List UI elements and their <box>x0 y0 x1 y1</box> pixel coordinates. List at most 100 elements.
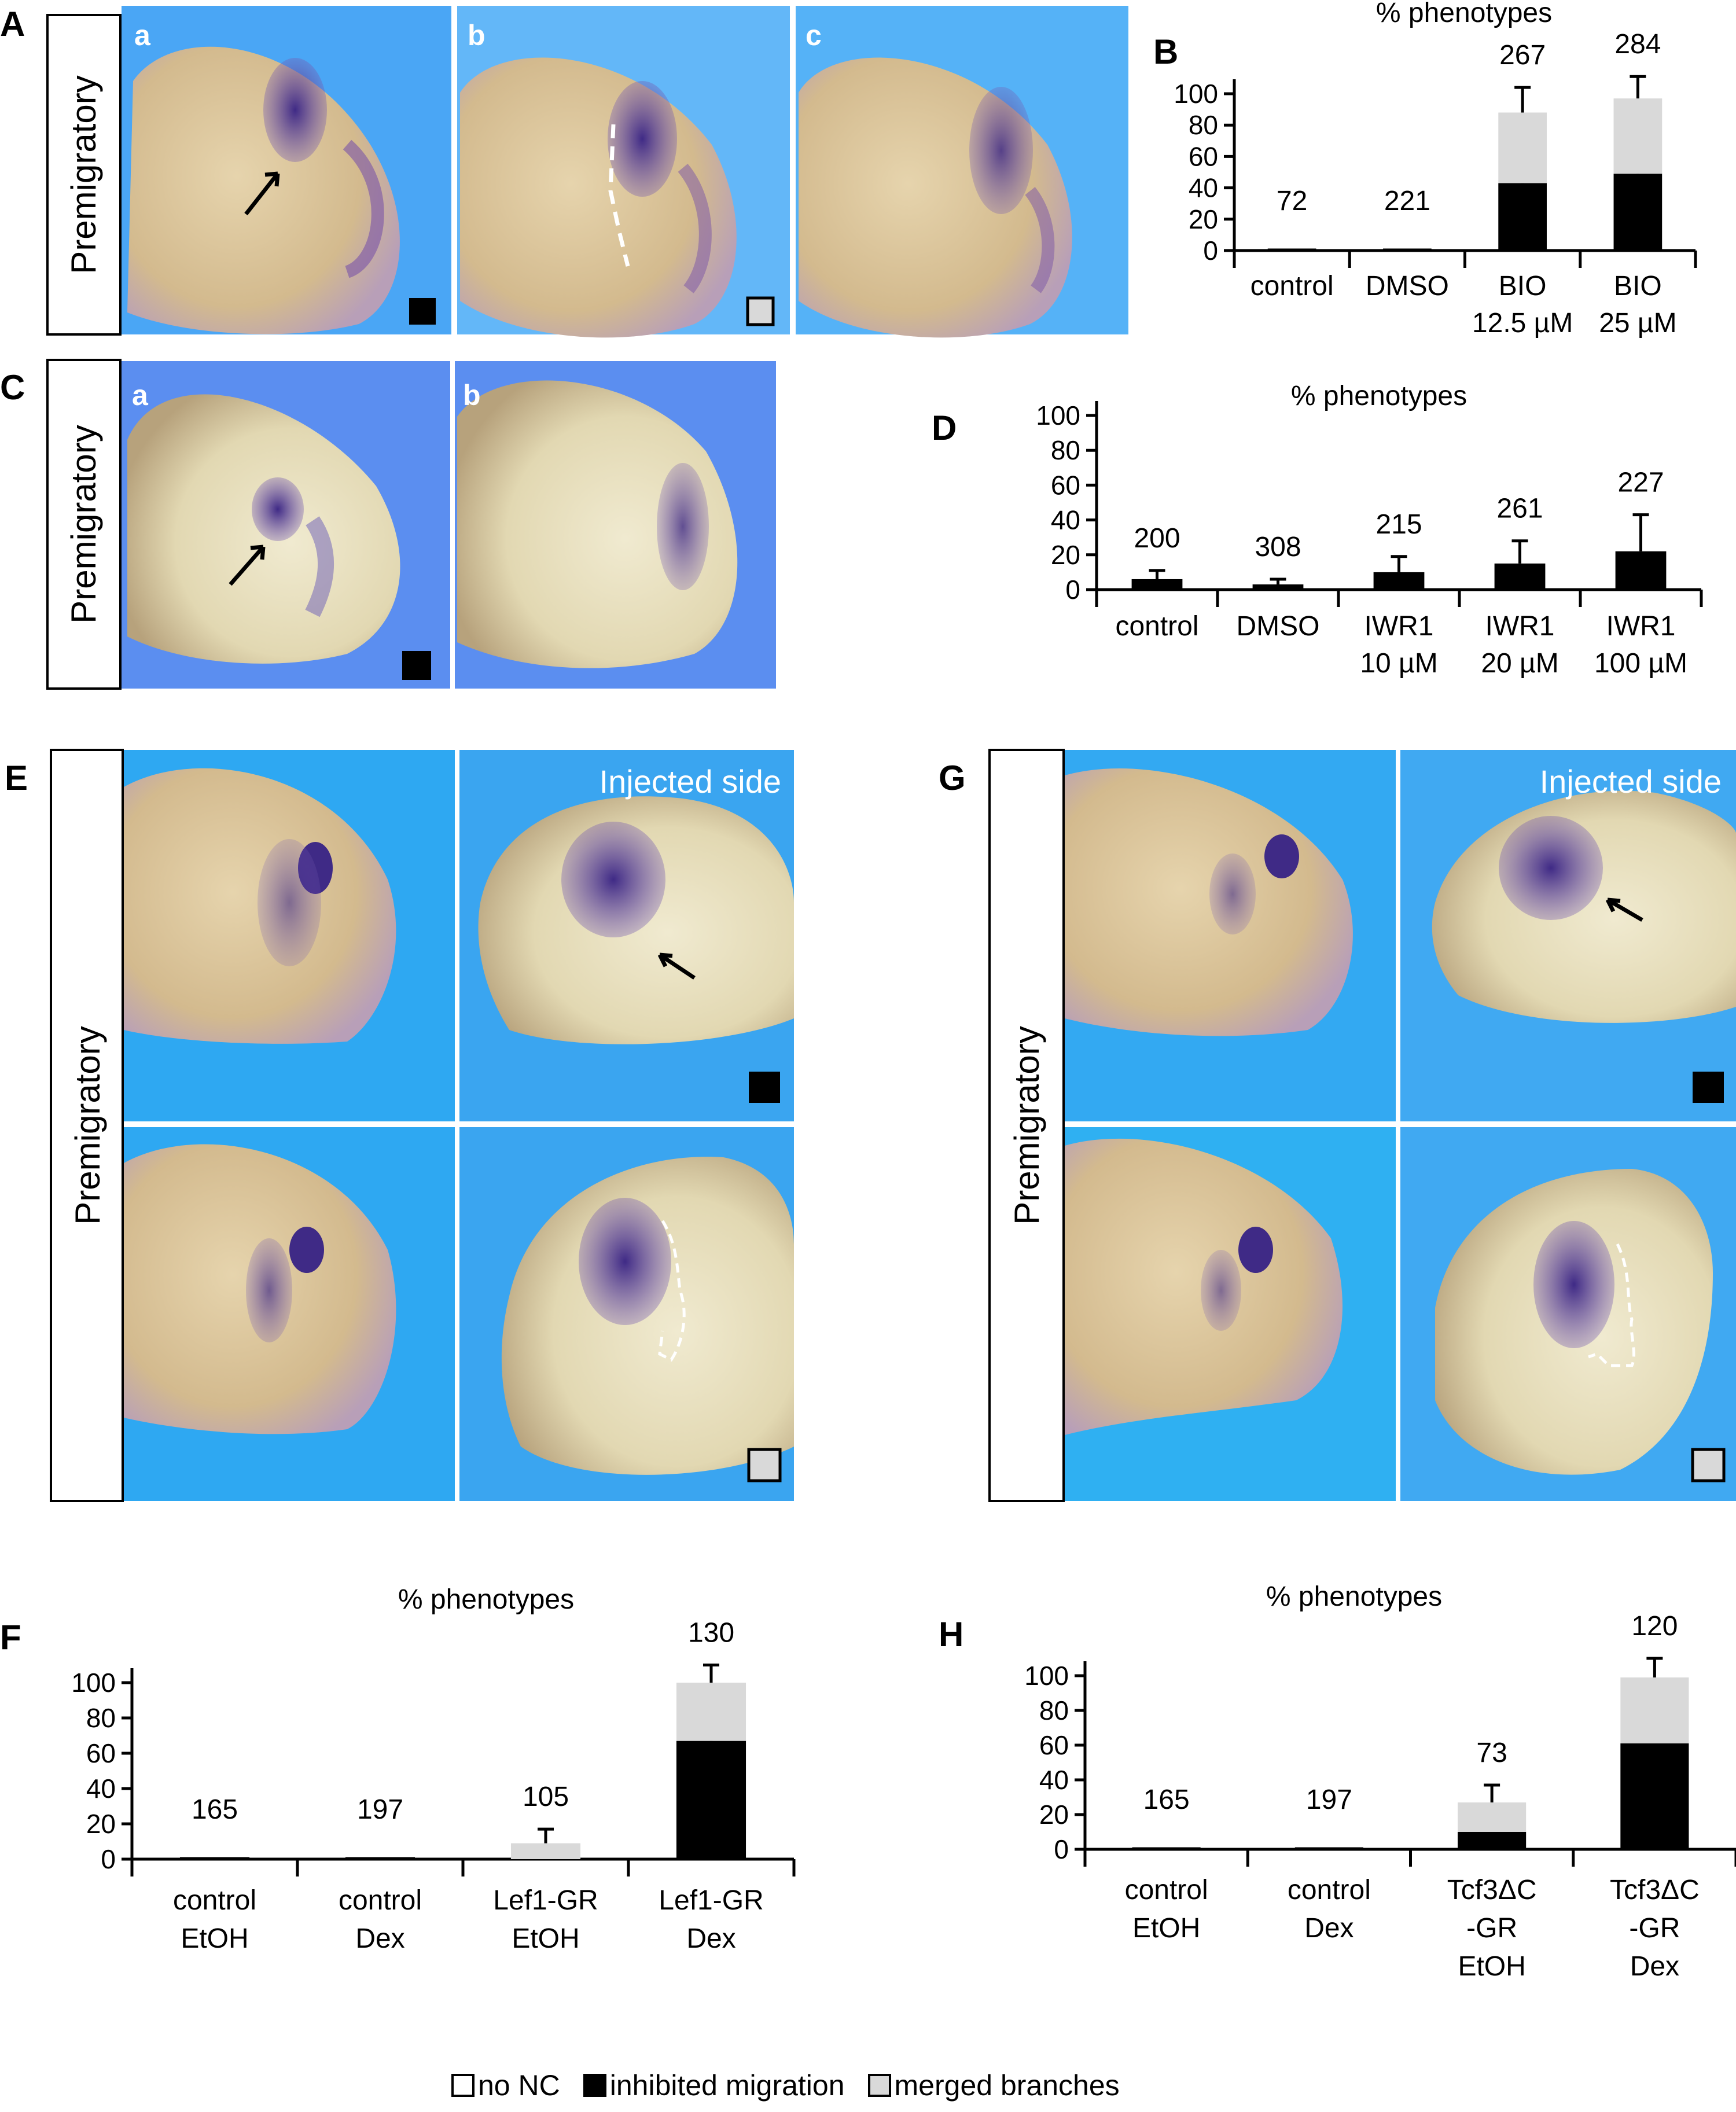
row-label: Premigratory <box>1007 1026 1046 1224</box>
phenotype-marker-merged <box>1691 1448 1726 1482</box>
y-tick-label: 20 <box>1051 540 1080 570</box>
category-label: 20 µM <box>1481 648 1558 679</box>
y-tick-label: 0 <box>1065 575 1080 605</box>
arrow-icon <box>229 544 266 586</box>
subpanel-label: b <box>468 19 486 51</box>
category-label: Lef1-GR <box>659 1885 763 1916</box>
y-tick-label: 20 <box>1189 204 1218 234</box>
photo-e-injected-top: Injected side <box>459 750 794 1121</box>
bar-merged-branches <box>510 1843 581 1859</box>
category-label: 12.5 µM <box>1472 308 1573 338</box>
panel-letter-b: B <box>1153 32 1178 71</box>
injected-side-label: Injected side <box>599 763 781 800</box>
n-label: 120 <box>1631 1611 1678 1642</box>
legend-swatch-inhibited-migration <box>583 2074 606 2097</box>
chart-h: H % phenotypes 0 20 40 60 80 100 165 control EtOH 1… <box>939 1581 1736 1982</box>
bar-merged-branches <box>1458 1802 1527 1832</box>
bar-inhibited-migration <box>1373 572 1425 590</box>
subpanel-label: c <box>806 19 822 51</box>
category-label: control <box>1250 271 1334 301</box>
photo-a-a: a <box>122 6 451 334</box>
bar-inhibited-migration <box>1620 1743 1689 1849</box>
category-label: 25 µM <box>1599 308 1676 338</box>
bar-inhibited-migration <box>1615 551 1667 590</box>
phenotype-marker-inhibited <box>402 651 431 680</box>
panel-letter-e: E <box>5 759 28 797</box>
phenotype-marker-merged <box>747 1448 782 1482</box>
bar-inhibited-migration <box>1458 1832 1527 1849</box>
chart-title: % phenotypes <box>398 1584 574 1615</box>
legend-item-no-nc: no NC <box>451 2069 560 2102</box>
category-label: control <box>1125 1875 1208 1905</box>
dashed-outline <box>1588 1243 1635 1367</box>
arrow-icon <box>244 171 280 216</box>
panel-e: E Premigratory Injected side <box>5 749 794 1502</box>
n-label: 284 <box>1614 29 1661 60</box>
legend-swatch-no-nc <box>451 2074 475 2097</box>
category-label: IWR1 <box>1485 611 1555 642</box>
n-label: 221 <box>1384 186 1430 216</box>
subpanel-label: a <box>134 19 151 51</box>
y-tick-label: 100 <box>71 1668 116 1698</box>
legend-item-merged-branches: merged branches <box>867 2069 1120 2102</box>
panel-letter-c: C <box>0 368 25 407</box>
photo-c-a: a <box>122 361 450 689</box>
chart-d: D % phenotypes 0 20 40 60 80 100 200 control 308 DM… <box>932 381 1703 679</box>
category-label: EtOH <box>512 1923 579 1954</box>
y-tick-label: 0 <box>1203 236 1218 266</box>
photo-c-b: b <box>455 361 776 689</box>
y-tick-label: 20 <box>1039 1800 1069 1830</box>
y-tick-label: 40 <box>1189 173 1218 203</box>
dashed-outline <box>608 124 630 267</box>
bar-merged-branches <box>1498 112 1547 183</box>
category-label: -GR <box>1629 1913 1680 1944</box>
legend-label: merged branches <box>894 2069 1120 2102</box>
phenotype-marker-inhibited <box>1693 1072 1724 1103</box>
category-label: Dex <box>355 1923 404 1954</box>
bar-inhibited-migration <box>1613 174 1663 251</box>
panel-a: A Premigratory a b c <box>0 5 1128 338</box>
category-label: control <box>339 1885 422 1916</box>
category-label: control <box>1288 1875 1371 1905</box>
n-label: 165 <box>1143 1784 1190 1815</box>
y-tick-label: 100 <box>1024 1661 1069 1691</box>
y-tick-label: 40 <box>1039 1765 1069 1795</box>
n-label: 227 <box>1617 468 1664 498</box>
y-tick-label: 60 <box>86 1738 116 1768</box>
category-label: control <box>173 1885 256 1916</box>
y-tick-label: 80 <box>1051 435 1080 465</box>
y-tick-label: 80 <box>1039 1695 1069 1725</box>
n-label: 73 <box>1476 1738 1507 1768</box>
row-label: Premigratory <box>68 1026 107 1224</box>
y-tick-label: 80 <box>1189 110 1218 140</box>
n-label: 200 <box>1134 523 1180 554</box>
category-label: IWR1 <box>1606 611 1676 642</box>
category-label: EtOH <box>181 1923 248 1954</box>
panel-letter-h: H <box>939 1615 963 1654</box>
photo-g-control-top <box>1065 750 1396 1121</box>
n-label: 308 <box>1255 532 1301 562</box>
bar-inhibited-migration <box>1494 563 1546 590</box>
arrow-icon <box>1605 897 1643 922</box>
arrow-icon <box>657 952 696 980</box>
subpanel-label: a <box>132 379 149 411</box>
n-label: 72 <box>1277 186 1307 216</box>
injected-side-label: Injected side <box>1540 763 1722 800</box>
panel-letter-d: D <box>932 409 957 447</box>
category-label: BIO <box>1499 271 1547 301</box>
bar-merged-branches <box>676 1683 746 1741</box>
row-label: Premigratory <box>64 425 103 623</box>
legend-swatch-merged-branches <box>867 2074 891 2097</box>
n-label: 267 <box>1499 40 1546 71</box>
y-tick-label: 20 <box>86 1809 116 1839</box>
bar-inhibited-migration <box>1498 183 1547 251</box>
row-label-box <box>46 14 122 336</box>
category-label: -GR <box>1466 1913 1517 1944</box>
panel-letter-g: G <box>939 759 966 797</box>
category-label: IWR1 <box>1364 611 1434 642</box>
category-label: DMSO <box>1366 271 1449 301</box>
category-label: BIO <box>1614 271 1662 301</box>
category-label: DMSO <box>1237 611 1320 642</box>
n-label: 105 <box>523 1782 569 1812</box>
